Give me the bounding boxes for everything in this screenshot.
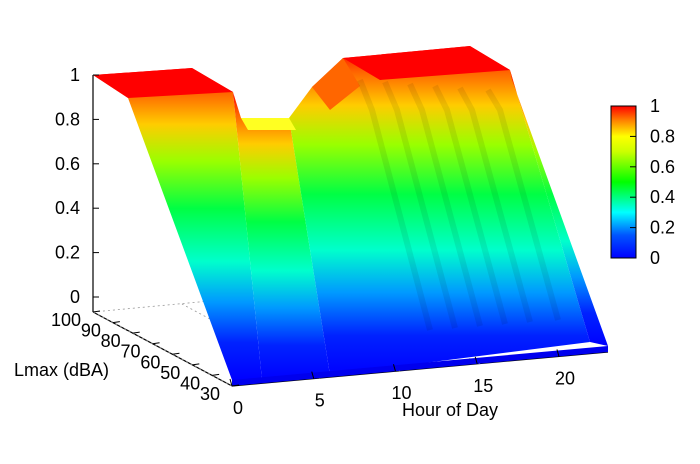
x-tick-label: 10 xyxy=(391,383,411,403)
x-tick-label: 5 xyxy=(315,391,325,411)
colorbar-tick-label: 0.6 xyxy=(650,157,675,177)
colorbar-tick-label: 0.2 xyxy=(650,218,675,238)
y-tick-label: 80 xyxy=(101,331,121,351)
surface-ridge xyxy=(407,82,483,327)
surface-ridge xyxy=(457,86,533,323)
surface-plateau xyxy=(343,46,510,80)
y-tick-mark xyxy=(192,363,200,366)
colorbar: 0 0.2 0.4 0.6 0.8 1 xyxy=(610,96,675,268)
surface-ridge xyxy=(357,78,433,331)
x-tick-mark xyxy=(474,356,478,364)
x-axis-title: Hour of Day xyxy=(402,400,498,420)
colorbar-tick-label: 0 xyxy=(650,248,660,268)
x-tick-label: 15 xyxy=(473,376,493,396)
surface-plateau xyxy=(93,68,233,98)
colorbar-tick-label: 0.4 xyxy=(650,187,675,207)
y-tick-mark xyxy=(172,352,180,355)
y-tick-mark xyxy=(92,310,101,313)
z-tick-label: 0.6 xyxy=(55,154,80,174)
y-tick-label: 60 xyxy=(140,352,160,372)
y-tick-mark xyxy=(152,342,160,345)
x-axis-ticks: 0 5 10 15 20 xyxy=(229,349,575,418)
colorbar-ticks: 0 0.2 0.4 0.6 0.8 1 xyxy=(630,96,675,268)
x-tick-mark xyxy=(229,378,233,387)
colorbar-tick-label: 0.8 xyxy=(650,126,675,146)
surface-ridge xyxy=(485,88,561,321)
y-tick-label: 100 xyxy=(51,310,81,330)
z-tick-label: 1 xyxy=(70,65,80,85)
surface-face xyxy=(289,46,590,375)
y-axis-title: Lmax (dBA) xyxy=(14,360,109,380)
surface-plateau xyxy=(312,58,360,110)
y-tick-label: 70 xyxy=(121,342,141,362)
z-tick-label: 0.8 xyxy=(55,109,80,129)
surface-face xyxy=(233,92,330,380)
x-tick-mark xyxy=(392,364,396,372)
y-tick-mark xyxy=(212,373,220,376)
x-tick-label: 20 xyxy=(555,368,575,388)
surface-face xyxy=(93,68,262,380)
z-tick-label: 0.4 xyxy=(55,198,80,218)
surface-ridge xyxy=(382,80,458,329)
y-tick-mark xyxy=(231,384,240,387)
y-tick-label: 90 xyxy=(81,321,101,341)
y-tick-label: 30 xyxy=(200,384,220,404)
surface-plot xyxy=(93,46,608,386)
surface-plateau xyxy=(241,118,296,130)
x-tick-label: 0 xyxy=(233,398,243,418)
z-tick-label: 0.2 xyxy=(55,243,80,263)
y-tick-mark xyxy=(112,321,120,324)
x-tick-mark xyxy=(311,371,315,379)
z-tick-label: 0 xyxy=(70,287,80,307)
y-tick-label: 40 xyxy=(180,373,200,393)
surface-ridge xyxy=(432,84,508,325)
y-tick-mark xyxy=(132,331,140,334)
z-axis-ticks: 0 0.2 0.4 0.6 0.8 1 xyxy=(55,65,99,307)
x-tick-mark xyxy=(556,349,560,357)
surface-floor xyxy=(232,346,608,386)
y-tick-label: 50 xyxy=(160,363,180,383)
colorbar-gradient xyxy=(610,105,637,259)
colorbar-tick-label: 1 xyxy=(650,96,660,116)
